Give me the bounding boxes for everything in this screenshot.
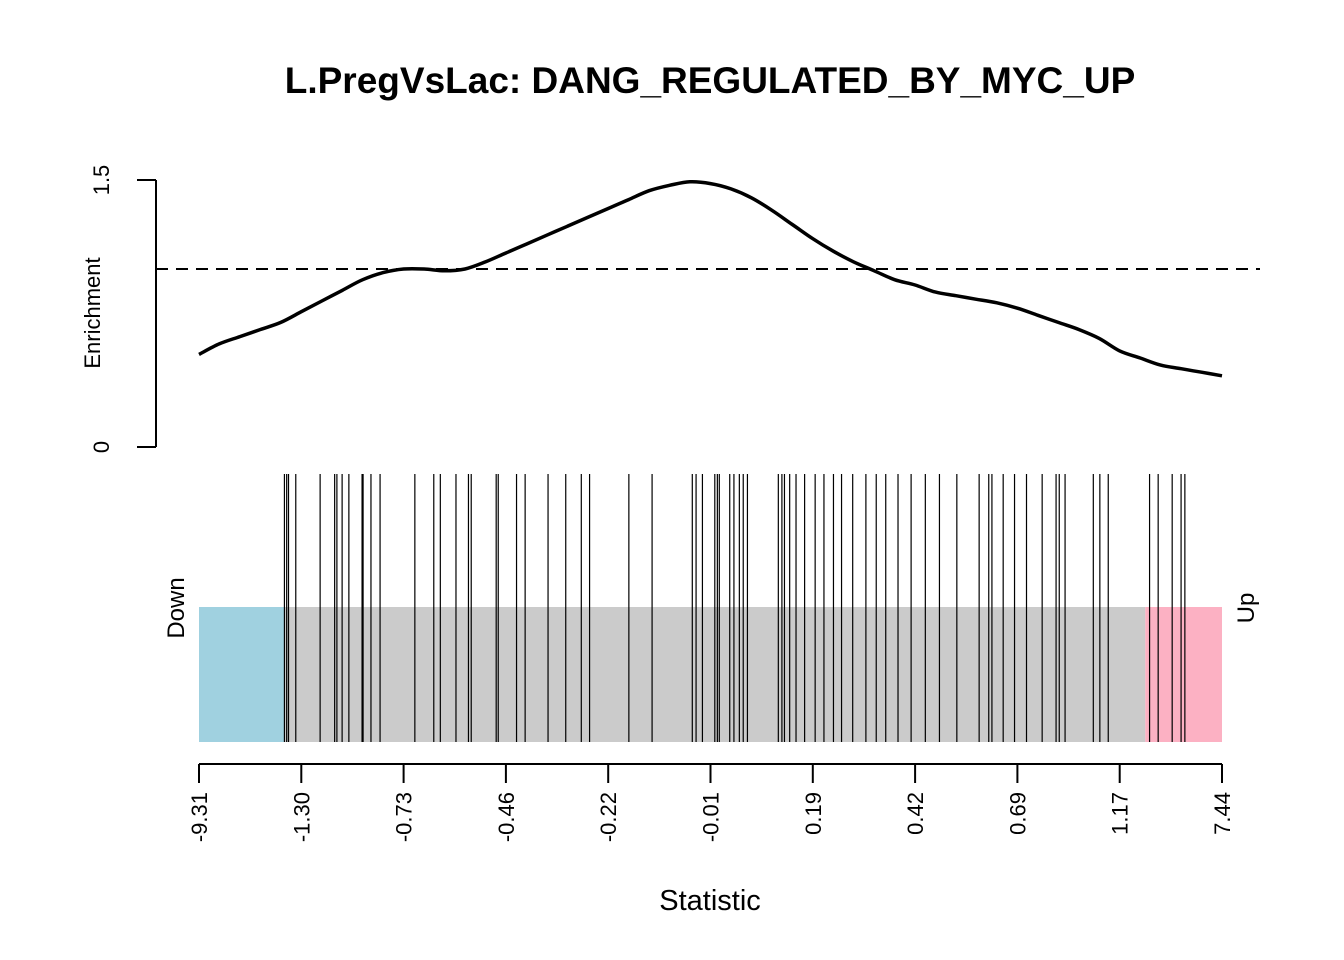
x-ticks: -9.31 -1.30 -0.73 -0.46 -0.22 -0.01 0.19 0.42 0.… <box>187 764 1235 842</box>
barcode-down-label: Down <box>163 577 190 638</box>
barcode-up-label: Up <box>1233 593 1260 624</box>
barcode-down-region <box>199 607 285 742</box>
x-tick-label: -0.22 <box>596 792 621 842</box>
x-tick-label: -9.31 <box>187 792 212 842</box>
x-tick-label: -1.30 <box>289 792 314 842</box>
x-tick-label: -0.01 <box>699 792 724 842</box>
x-tick-label: -0.73 <box>392 792 417 842</box>
x-tick-label: 7.44 <box>1210 792 1235 835</box>
x-axis-label: Statistic <box>659 885 761 917</box>
enrichment-y-tick-label-max: 1.5 <box>89 165 114 196</box>
x-axis: -9.31 -1.30 -0.73 -0.46 -0.22 -0.01 0.19 0.42 0.… <box>187 763 1235 917</box>
barcode-panel: Down Up <box>163 474 1260 742</box>
enrichment-panel: 1.5 0 Enrichment <box>80 165 1260 453</box>
x-tick-label: 0.42 <box>903 792 928 835</box>
x-tick-label: 0.69 <box>1005 792 1030 835</box>
enrichment-y-tick-label-min: 0 <box>89 441 114 453</box>
chart-title: L.PregVsLac: DANG_REGULATED_BY_MYC_UP <box>285 60 1136 101</box>
x-tick-label: 1.17 <box>1108 792 1133 835</box>
x-tick-label: -0.46 <box>494 792 519 842</box>
enrichment-y-axis-label: Enrichment <box>80 257 105 368</box>
enrichment-curve <box>198 179 1223 378</box>
barcode-up-region <box>1145 607 1222 742</box>
x-tick-label: 0.19 <box>801 792 826 835</box>
barcode-ticks <box>283 474 1186 742</box>
